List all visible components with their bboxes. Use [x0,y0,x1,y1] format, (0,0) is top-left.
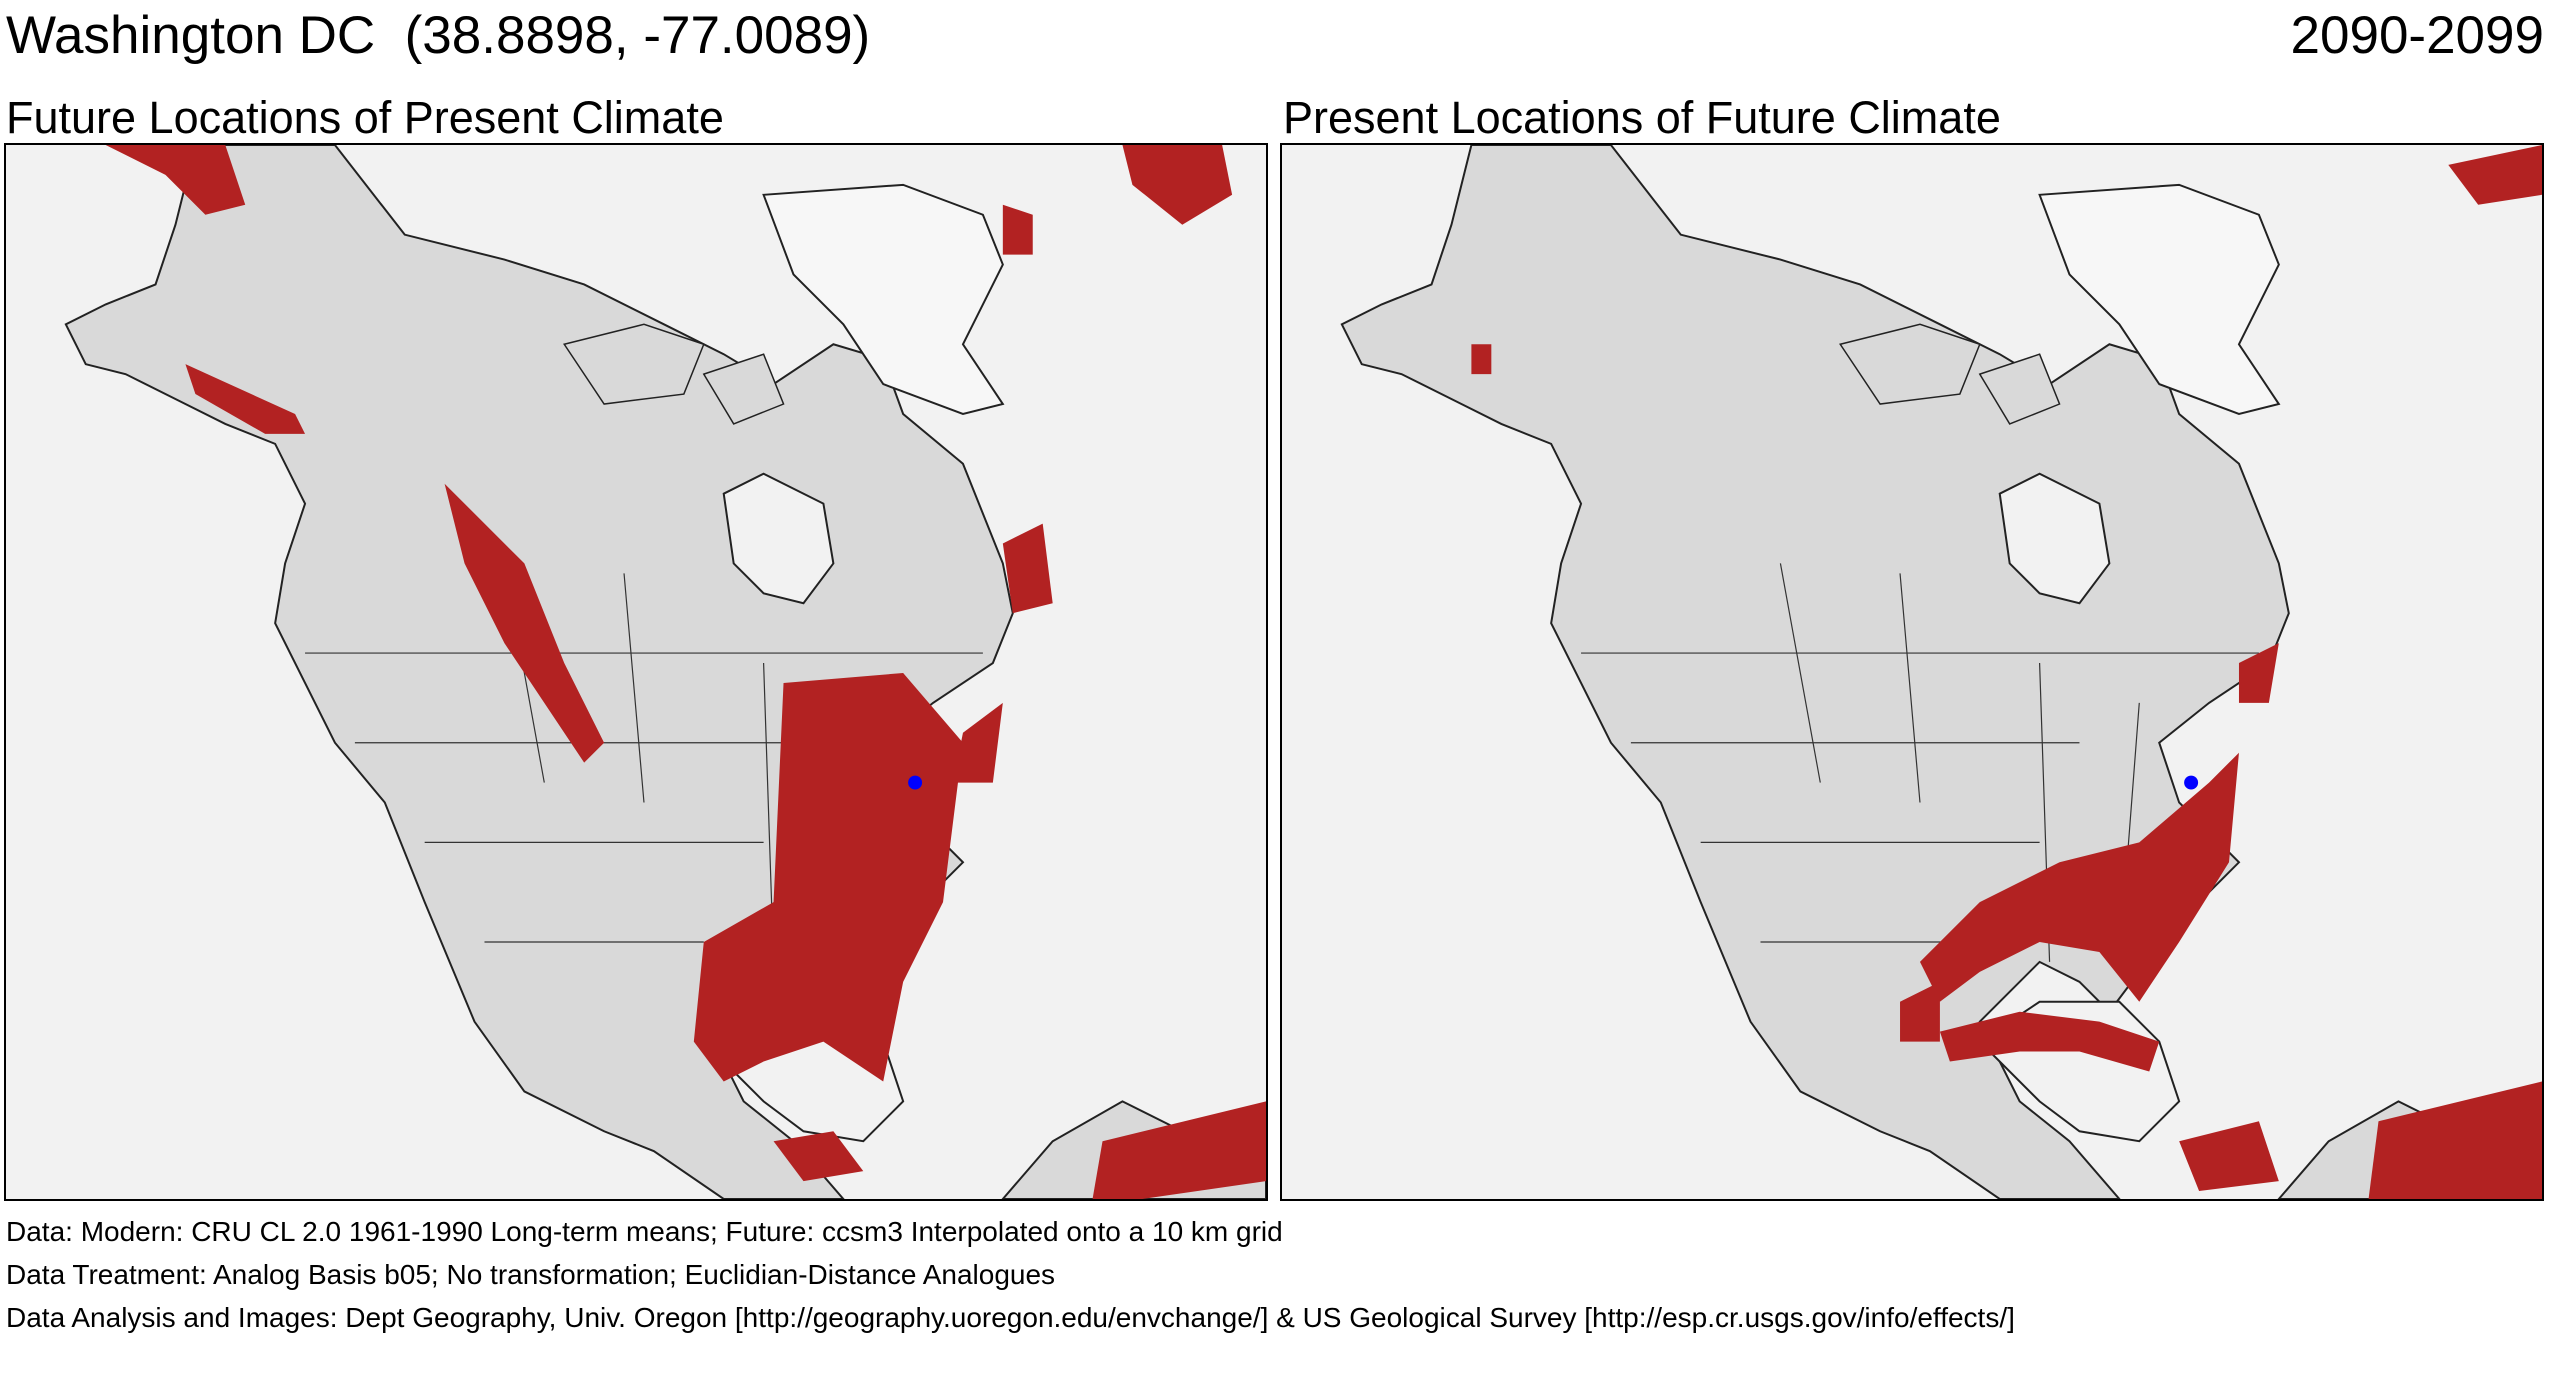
arctic-islands [1839,323,2061,425]
hudson-bay [722,472,835,605]
right-panel-title: Present Locations of Future Climate [1283,92,2001,143]
hudson-bay [1998,472,2111,605]
map-present-locations-future-climate [1280,143,2544,1201]
footer-data-analysis: Data Analysis and Images: Dept Geography… [6,1302,2015,1333]
map-future-locations-present-climate [4,143,1268,1201]
political-borders [1581,563,2259,962]
analog-regions [1471,145,2542,1199]
footer-data-source: Data: Modern: CRU CL 2.0 1961-1990 Long-… [6,1216,1283,1247]
greenland [762,183,1005,416]
arctic-islands [563,323,785,425]
left-map-svg [6,145,1266,1199]
right-map-svg [1282,145,2542,1199]
footer-data-treatment: Data Treatment: Analog Basis b05; No tra… [6,1259,1056,1290]
period-label: 2090-2099 [2290,6,2544,65]
left-panel-title: Future Locations of Present Climate [6,92,724,143]
location-title: Washington DC (38.8898, -77.0089) [6,6,871,65]
greenland [2038,183,2281,416]
analog-regions [105,145,1266,1199]
location-marker [2184,775,2199,790]
location-marker [908,775,923,790]
